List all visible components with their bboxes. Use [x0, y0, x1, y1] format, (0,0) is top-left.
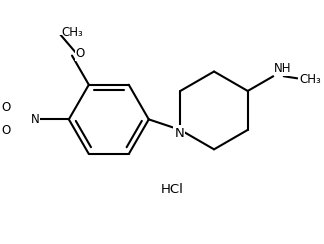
Text: N: N — [31, 113, 40, 126]
Text: O: O — [2, 101, 11, 114]
Text: N: N — [174, 127, 184, 140]
Text: O: O — [75, 47, 84, 60]
Text: CH₃: CH₃ — [61, 26, 83, 39]
Text: CH₃: CH₃ — [299, 73, 321, 86]
Text: NH: NH — [274, 62, 292, 75]
Text: HCl: HCl — [160, 183, 183, 196]
Text: O: O — [2, 124, 11, 137]
